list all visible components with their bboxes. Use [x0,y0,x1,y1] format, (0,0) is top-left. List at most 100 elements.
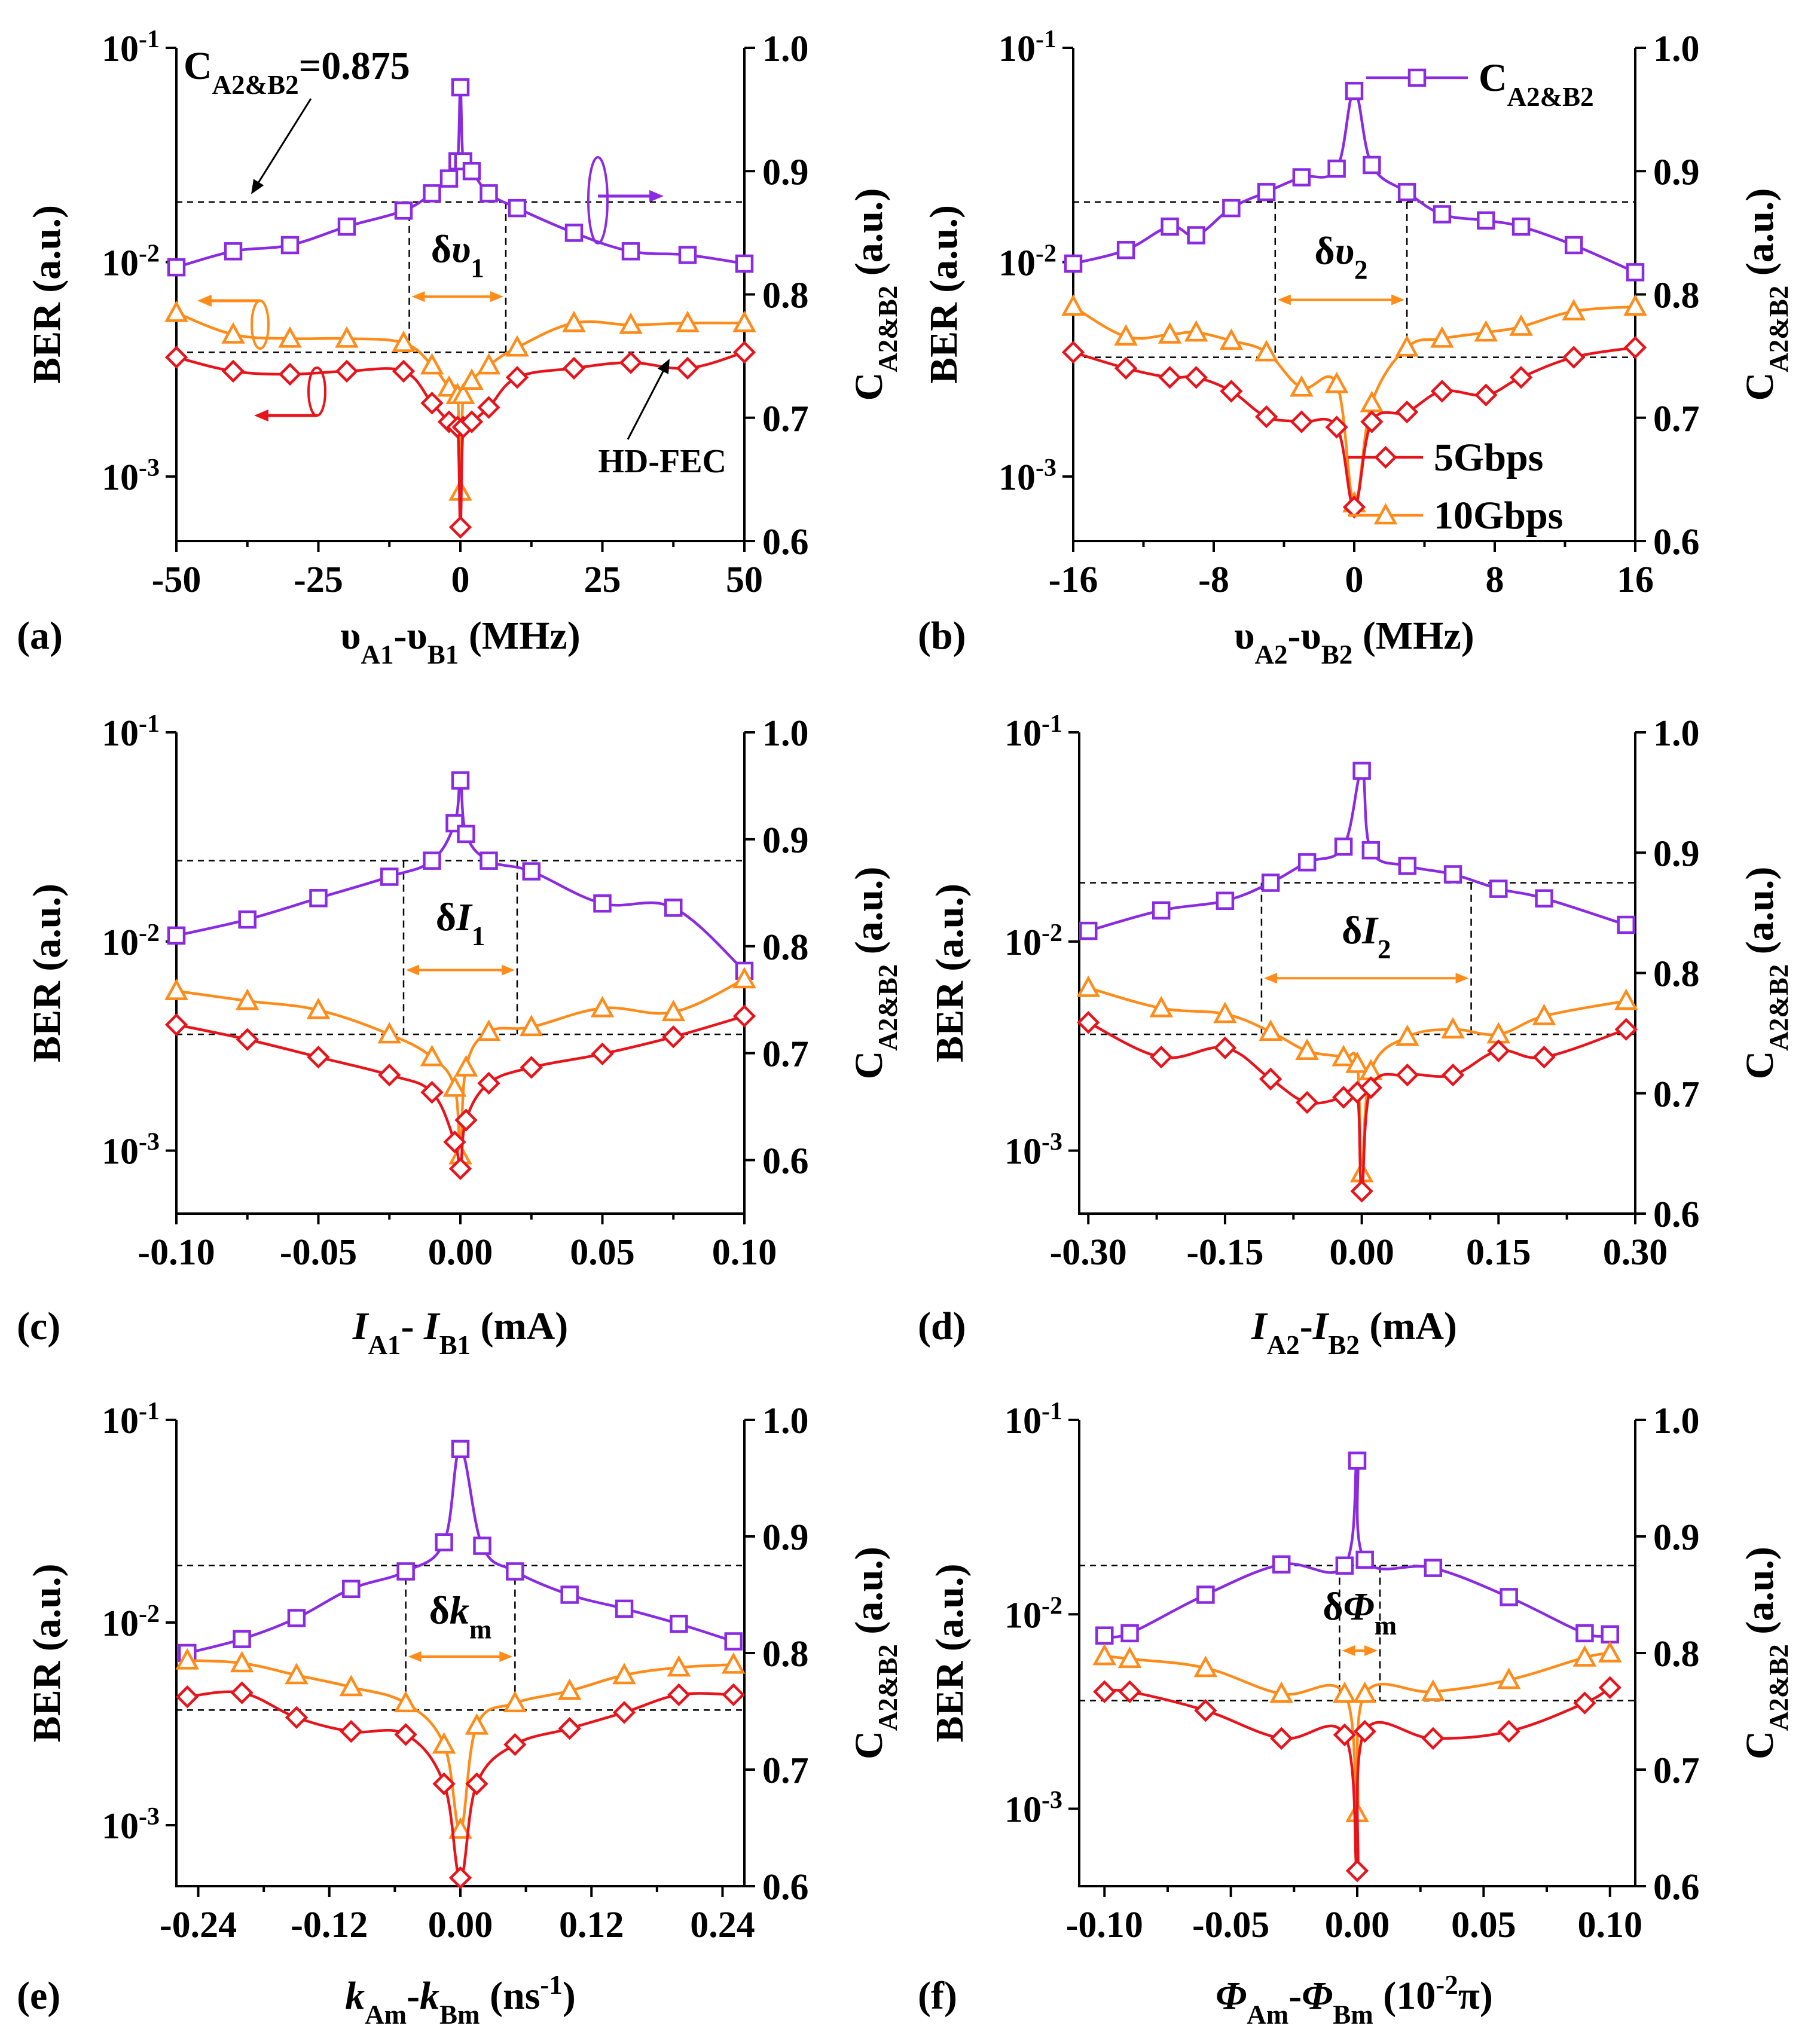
x-axis-label: IA1- IB1 (mA) [352,1304,568,1360]
data-point-diamond [394,1723,417,1746]
bracket-double-arrow [1277,294,1405,305]
x-tick-label: 0.00 [1325,1905,1390,1945]
y-left-tick-label: 10-3 [102,1129,160,1172]
data-point-diamond [505,366,529,389]
data-point-diamond [1254,405,1278,429]
data-point-diamond [1290,410,1314,433]
data-point-square [1161,217,1179,236]
y-right-tick-label: 0.8 [1653,1634,1700,1675]
data-point-diamond [1295,1090,1319,1114]
data-point-square [1443,865,1462,884]
data-point-square [508,198,527,218]
data-point-square [1489,879,1508,898]
data-point-diamond [1350,1180,1373,1203]
data-point-diamond [1194,1699,1217,1722]
legend-item: 10Gbps [1348,494,1563,537]
data-point-square [462,162,481,181]
axis-frame [1072,48,1636,542]
data-point-square [678,246,697,264]
data-point-square [396,1562,415,1581]
data-point-square [670,1615,688,1633]
y-right-tick-label: 0.9 [1653,1517,1700,1558]
data-point-diamond [1093,1680,1116,1703]
data-point-square [1361,841,1381,860]
x-axis-label: ΦAm-ΦBm (10-2π) [1216,1970,1493,2030]
data-point-triangle [676,310,700,332]
data-point-triangle [477,1019,501,1041]
x-axis-label: kAm-kBm (ns-1) [345,1970,576,2030]
data-point-square [342,1579,361,1598]
data-point-triangle [1509,314,1533,336]
data-point-diamond [460,410,484,433]
y-right-tick-label: 0.8 [762,276,809,316]
panel-label: (e) [17,1974,60,2018]
x-tick-label: 0 [451,560,470,600]
data-point-diamond [503,1733,527,1756]
bracket-label: δI1 [436,896,485,951]
data-point-square [1617,915,1636,934]
data-point-diamond [448,515,472,539]
series-line [1073,89,1636,274]
bracket-label: δυ1 [431,227,484,283]
data-point-square [522,862,540,881]
y-left-tick-label: 10-2 [102,240,160,284]
series-5gbps [1061,336,1647,519]
annotation-arrowhead [649,190,664,203]
x-tick-label: 0.05 [1451,1905,1516,1945]
data-point-square [1187,226,1205,245]
x-tick-label: -0.10 [138,1232,215,1273]
data-point-triangle [1395,335,1419,357]
data-point-diamond [1333,1723,1357,1747]
data-point-triangle [519,1015,543,1037]
data-point-triangle [1333,1681,1357,1703]
x-tick-label: 0.00 [428,1232,493,1273]
data-point-triangle [667,1655,691,1677]
data-point-triangle [1421,1679,1445,1701]
y-left-tick-label: 10-3 [998,454,1056,498]
data-point-triangle [590,995,615,1018]
y-left-label: BER (a.u.) [25,1564,69,1743]
data-point-diamond [335,359,359,383]
data-point-triangle [1290,375,1314,397]
panel-a: -50 -25 0 25 50 10-3 10-2 10-1 0.6 0.7 0.8 0.9 1.0 BE… [17,26,903,670]
y-right-tick-label: 0.7 [1653,1750,1700,1791]
data-point-triangle [1092,1643,1117,1666]
legend: CA2&B2 5Gbps 10Gbps [1348,56,1594,537]
y-left-label: BER (a.u.) [928,1564,972,1743]
data-point-square [1297,853,1317,872]
data-point-square [480,184,498,203]
data-point-triangle [285,1663,309,1685]
x-axis-label: υA1-υB1 (MHz) [340,614,580,670]
x-tick-label: 0.12 [559,1905,624,1945]
data-point-square [457,824,475,844]
data-point-triangle [1324,371,1349,393]
annotation-arrow [627,368,665,440]
data-point-diamond [164,1013,188,1037]
data-point-diamond [732,1004,756,1028]
data-point-diamond [236,1028,259,1051]
x-tick-label: 0.05 [570,1232,635,1273]
x-tick-label: 0.30 [1603,1232,1668,1273]
data-point-diamond [1259,1067,1282,1091]
data-point-triangle [1497,1667,1521,1689]
legend-label: 10Gbps [1434,494,1563,537]
y-right-tick-label: 0.7 [762,399,809,439]
data-point-diamond [278,362,302,386]
legend-label: CA2&B2 [1479,56,1594,112]
data-point-triangle [1295,1038,1319,1061]
x-tick-label: 0.00 [1329,1232,1394,1273]
data-point-square [435,1533,453,1551]
data-point-square [1564,236,1583,255]
data-point-triangle [1114,324,1138,346]
series-5gbps [164,1004,756,1181]
data-point-triangle [235,988,259,1010]
data-point-square [473,1536,491,1555]
data-point-diamond [1342,496,1366,519]
data-point-square [1575,1624,1594,1643]
x-tick-label: 0.10 [1577,1905,1642,1945]
data-point-diamond [1430,380,1454,403]
legend-item: 5Gbps [1348,436,1543,479]
x-tick-label: -50 [152,560,201,600]
data-point-square [167,926,186,945]
y-right-tick-label: 0.6 [762,1141,809,1182]
